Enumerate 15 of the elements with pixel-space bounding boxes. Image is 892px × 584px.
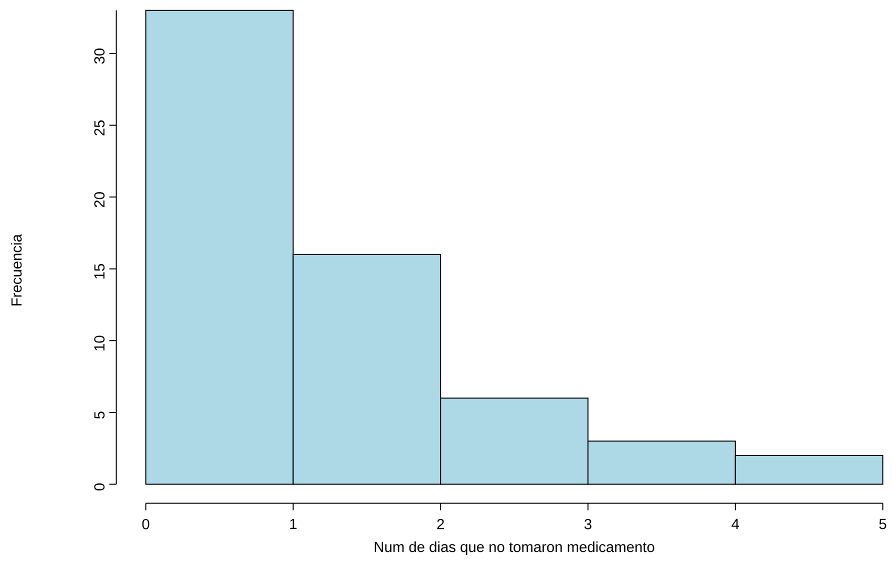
y-tick-label: 25	[94, 120, 105, 136]
y-tick-label: 5	[94, 412, 105, 419]
y-tick-label: 20	[94, 192, 105, 208]
y-tick-label: 10	[94, 336, 105, 350]
x-axis-title: Num de dias que no tomaron medicamento	[374, 541, 654, 556]
y-tick-label: 30	[94, 48, 105, 64]
y-tick-label: 0	[94, 483, 105, 490]
x-tick-label: 4	[732, 518, 740, 530]
x-tick-label: 0	[142, 518, 150, 530]
y-tick-label: 15	[94, 264, 105, 279]
y-axis-title: Frecuencia	[10, 234, 22, 306]
x-tick-label: 3	[584, 518, 592, 530]
x-tick-label: 5	[879, 518, 886, 530]
x-tick-label: 2	[437, 518, 444, 530]
x-tick-label: 1	[290, 518, 297, 530]
